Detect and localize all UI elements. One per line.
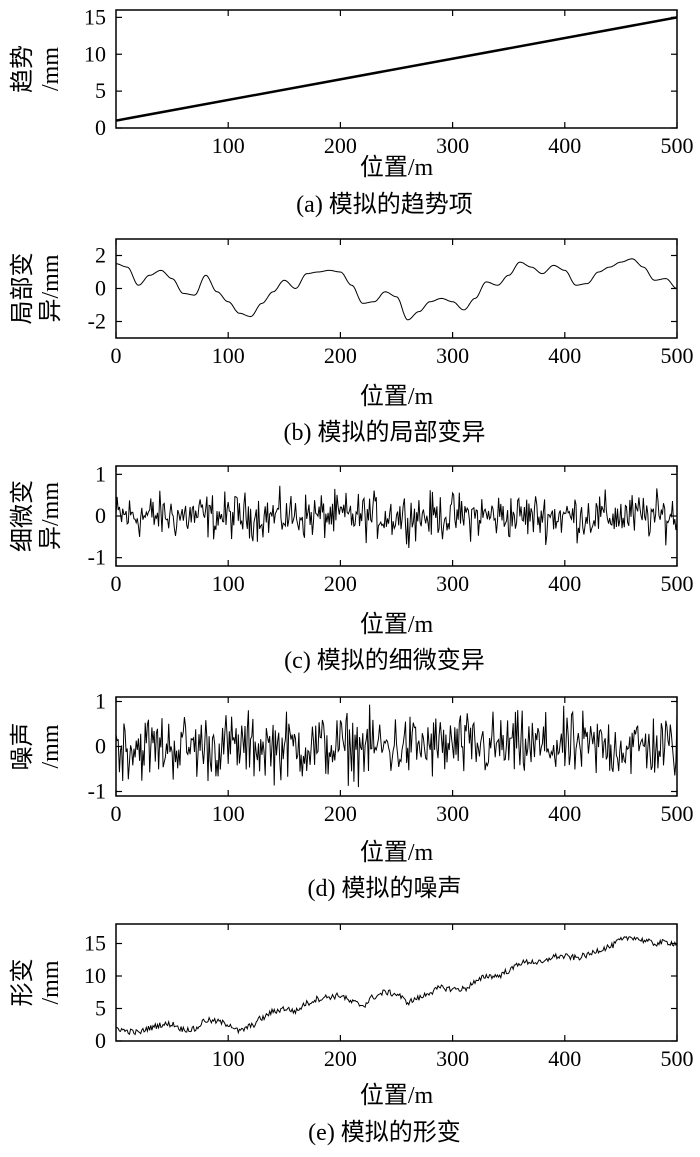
y-tick-label: 10 <box>84 41 106 66</box>
y-tick-label: -1 <box>88 779 106 804</box>
x-tick-label: 500 <box>661 133 694 158</box>
panel-caption: (a) 模拟的趋势项 <box>296 191 473 218</box>
y-axis-label-line: /mm <box>38 724 64 768</box>
plot-frame <box>115 923 678 1042</box>
y-axis-label-line: /mm <box>38 960 64 1004</box>
x-tick-label: 200 <box>324 571 357 596</box>
x-tick-label: 400 <box>548 801 581 826</box>
x-tick-label: 0 <box>111 801 122 826</box>
x-axis-label: 位置/m <box>360 611 434 638</box>
x-tick-label: 0 <box>111 571 122 596</box>
y-axis-label-line: 局部变 <box>9 253 36 325</box>
y-tick-label: 1 <box>95 689 106 714</box>
y-tick-label: 15 <box>84 4 106 29</box>
x-tick-label: 400 <box>548 571 581 596</box>
plot-frame <box>115 238 678 339</box>
y-tick-label: 5 <box>95 78 106 103</box>
x-tick-label: 400 <box>548 133 581 158</box>
x-tick-label: 300 <box>436 343 469 368</box>
x-tick-label: 100 <box>212 133 245 158</box>
y-tick-label: -1 <box>88 545 106 570</box>
y-tick-label: 2 <box>95 243 106 268</box>
x-tick-label: 200 <box>324 343 357 368</box>
panel-caption: (c) 模拟的细微变异 <box>284 647 485 674</box>
x-tick-label: 0 <box>111 343 122 368</box>
y-tick-label: 0 <box>95 503 106 528</box>
series-line <box>115 704 678 788</box>
x-tick-label: 400 <box>548 343 581 368</box>
series-line <box>115 935 678 1036</box>
panel-caption: (d) 模拟的噪声 <box>308 875 462 902</box>
x-tick-label: 100 <box>212 343 245 368</box>
x-tick-label: 500 <box>661 571 694 596</box>
x-axis-label: 位置/m <box>360 1082 434 1109</box>
x-tick-label: 100 <box>212 1046 245 1071</box>
series-line <box>115 485 678 549</box>
x-tick-label: 500 <box>661 343 694 368</box>
x-tick-label: 500 <box>661 1046 694 1071</box>
x-tick-label: 300 <box>436 801 469 826</box>
y-tick-label: 5 <box>95 996 106 1021</box>
x-axis-label: 位置/m <box>360 383 434 410</box>
series-line <box>116 258 678 321</box>
y-tick-label: 1 <box>95 461 106 486</box>
y-axis-label-line: 形变 <box>9 959 36 1007</box>
panel-caption: (b) 模拟的局部变异 <box>284 419 486 446</box>
plot-frame <box>115 9 678 129</box>
y-tick-label: 0 <box>95 115 106 140</box>
x-tick-label: 500 <box>661 801 694 826</box>
x-axis-label: 位置/m <box>360 154 434 181</box>
y-axis-label-line: /mm <box>38 47 64 91</box>
x-tick-label: 300 <box>436 1046 469 1071</box>
x-tick-label: 300 <box>436 571 469 596</box>
y-tick-label: 0 <box>95 1028 106 1053</box>
y-axis-label-line: 噪声 <box>9 723 36 771</box>
y-tick-label: 15 <box>84 931 106 956</box>
x-tick-label: 200 <box>324 1046 357 1071</box>
y-tick-label: 0 <box>95 734 106 759</box>
x-tick-label: 200 <box>324 133 357 158</box>
panel-caption: (e) 模拟的形变 <box>308 1119 461 1146</box>
y-axis-label-line: 细微变 <box>9 480 36 552</box>
y-tick-label: -2 <box>88 309 106 334</box>
y-axis-label-line: 趋势 <box>9 45 36 93</box>
y-axis-label-line: 异/mm <box>38 482 64 550</box>
x-tick-label: 400 <box>548 1046 581 1071</box>
y-axis-label-line: 异/mm <box>38 254 64 322</box>
x-tick-label: 200 <box>324 801 357 826</box>
y-tick-label: 10 <box>84 963 106 988</box>
x-tick-label: 100 <box>212 571 245 596</box>
x-tick-label: 300 <box>436 133 469 158</box>
x-tick-label: 100 <box>212 801 245 826</box>
x-axis-label: 位置/m <box>360 839 434 866</box>
y-tick-label: 0 <box>95 276 106 301</box>
series-line <box>115 16 678 122</box>
